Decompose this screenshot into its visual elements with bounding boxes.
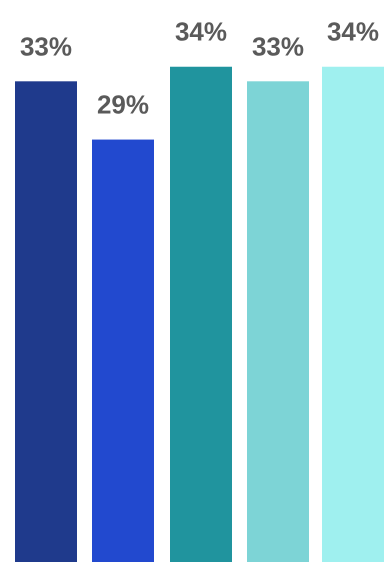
bar-value-label-3: 34% xyxy=(175,17,227,47)
bar-5 xyxy=(322,66,384,562)
bar-value-label-1: 33% xyxy=(20,31,72,61)
bars-group xyxy=(15,66,384,562)
bar-value-label-4: 33% xyxy=(252,31,304,61)
bar-value-label-5: 34% xyxy=(327,17,379,47)
bar-2 xyxy=(92,139,154,562)
bar-1 xyxy=(15,81,77,562)
data-labels-group: 33% 29% 34% 33% 34% xyxy=(20,17,379,120)
bar-3 xyxy=(170,66,232,562)
bar-value-label-2: 29% xyxy=(97,90,149,120)
bar-4 xyxy=(247,81,309,562)
